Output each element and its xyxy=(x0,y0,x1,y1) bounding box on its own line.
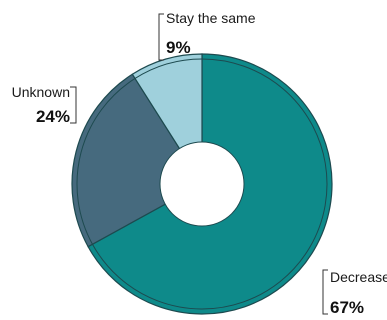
label-unknown: Unknown 24% xyxy=(12,84,77,126)
slice-label-decrease: Decrease xyxy=(330,269,387,285)
donut-hole xyxy=(159,141,245,227)
slice-unknown xyxy=(71,73,203,248)
slice-label-stay-the-same: Stay the same xyxy=(166,10,256,26)
leader-line-decrease xyxy=(322,269,328,315)
slice-value-unknown: 24% xyxy=(36,107,70,126)
label-stay-the-same: Stay the same 9% xyxy=(158,10,256,61)
slice-rim-decrease xyxy=(92,58,328,310)
slice-rim-unknown xyxy=(76,78,136,245)
slice-value-decrease: 67% xyxy=(330,298,364,317)
leader-line-stay-the-same xyxy=(158,13,164,61)
slice-rim-stay-the-same xyxy=(134,58,203,79)
slice-label-unknown: Unknown xyxy=(12,84,70,100)
slice-value-stay-the-same: 9% xyxy=(166,38,191,57)
leader-line-unknown xyxy=(70,86,77,124)
label-decrease: Decrease 67% xyxy=(322,269,387,317)
